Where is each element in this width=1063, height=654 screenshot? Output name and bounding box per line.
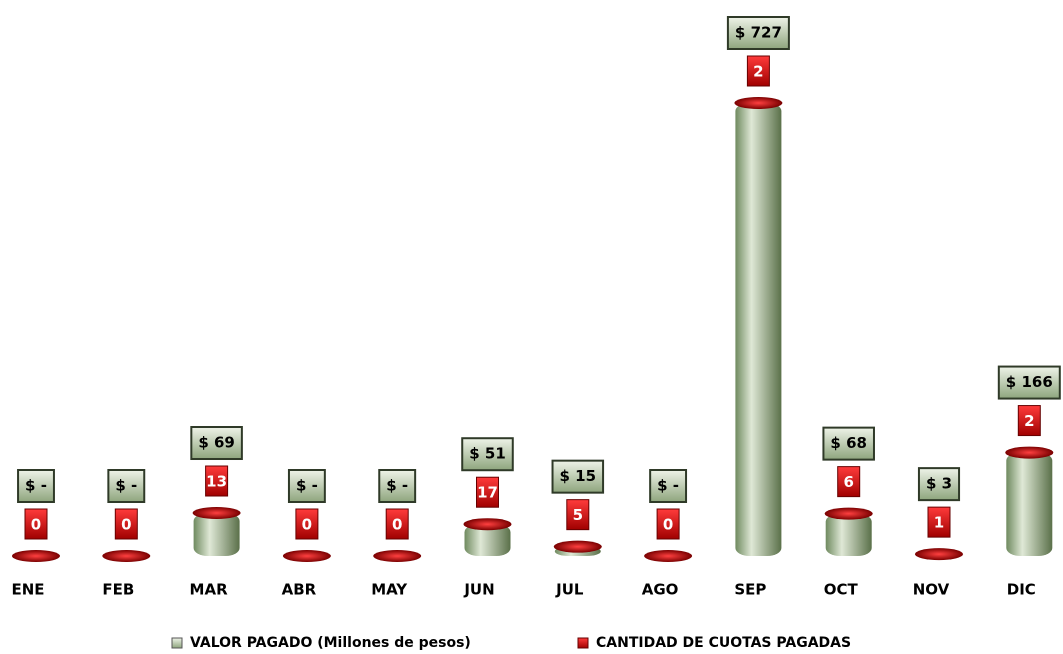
x-tick-label: MAY: [371, 581, 408, 599]
count-label: 2: [753, 63, 763, 81]
value-label: $ -: [115, 477, 137, 495]
count-label: 0: [392, 516, 402, 534]
value-label-box: [461, 437, 514, 472]
count-label: 0: [31, 516, 41, 534]
count-disc: [1005, 446, 1054, 459]
count-label-box: [927, 506, 951, 538]
count-label-box: [476, 476, 499, 508]
value-label: $ 166: [1006, 373, 1053, 391]
legend-swatch: [171, 637, 183, 649]
value-label: $ -: [296, 477, 318, 495]
value-label-box: [917, 467, 961, 502]
value-label: $ 68: [830, 434, 867, 452]
count-disc: [915, 548, 963, 561]
count-disc: [734, 97, 783, 109]
x-tick-label: ENE: [11, 581, 44, 599]
value-label-box: [287, 469, 326, 503]
count-disc: [192, 507, 241, 520]
x-tick-label: MAR: [190, 581, 229, 599]
value-label: $ -: [386, 477, 408, 495]
x-tick-label: SEP: [734, 581, 766, 599]
count-label-box: [837, 466, 861, 498]
value-label: $ 69: [198, 434, 235, 452]
count-label: 2: [1024, 412, 1034, 430]
count-label-box: [566, 499, 590, 531]
count-label: 6: [843, 473, 853, 491]
legend-label: VALOR PAGADO (Millones de pesos): [190, 635, 471, 651]
x-tick-label: OCT: [824, 581, 859, 599]
value-label-box: [378, 469, 417, 503]
count-label-box: [385, 508, 409, 540]
x-tick-label: DIC: [1007, 581, 1036, 599]
count-label: 1: [934, 514, 944, 532]
count-disc: [12, 550, 60, 562]
bar: [825, 513, 872, 556]
count-disc: [102, 550, 151, 562]
value-label: $ 51: [469, 445, 506, 463]
x-tick-label: JUN: [463, 581, 494, 599]
count-disc: [282, 550, 331, 562]
count-disc: [463, 518, 512, 531]
value-label-box: [17, 469, 55, 503]
value-label-box: [107, 469, 146, 503]
bar: [464, 524, 511, 556]
count-label-box: [205, 465, 229, 497]
value-label: $ -: [657, 477, 679, 495]
value-label: $ 3: [926, 475, 952, 493]
x-tick-label: AGO: [642, 581, 679, 599]
value-label-box: [822, 426, 875, 461]
bar: [193, 513, 240, 556]
value-label-box: [551, 459, 605, 494]
value-label-box: [649, 469, 688, 503]
bar: [735, 103, 782, 556]
count-label-box: [656, 508, 680, 540]
count-label: 17: [477, 484, 498, 502]
count-label: 0: [121, 516, 131, 534]
legend-label: CANTIDAD DE CUOTAS PAGADAS: [596, 635, 851, 651]
count-label: 5: [573, 506, 583, 524]
legend-swatch: [577, 637, 589, 649]
count-label-box: [114, 508, 138, 540]
value-label-box: [997, 365, 1061, 400]
x-tick-label: ABR: [282, 581, 317, 599]
count-label-box: [24, 508, 48, 540]
count-label-box: [1017, 405, 1041, 437]
count-disc: [373, 550, 422, 562]
value-label: $ -: [25, 477, 47, 495]
count-label-box: [746, 55, 770, 87]
count-label: 13: [206, 473, 227, 491]
value-label-box: [190, 426, 243, 461]
x-tick-label: NOV: [913, 581, 950, 599]
value-label: $ 15: [560, 467, 597, 485]
count-disc: [824, 507, 873, 520]
count-label-box: [295, 508, 319, 540]
value-label-box: [726, 16, 790, 50]
count-label: 0: [302, 516, 312, 534]
count-disc: [553, 540, 602, 553]
x-tick-label: FEB: [102, 581, 134, 599]
count-disc: [644, 550, 693, 562]
count-label: 0: [663, 516, 673, 534]
bar: [1006, 452, 1053, 556]
value-label: $ 727: [735, 24, 782, 42]
x-tick-label: JUL: [555, 581, 584, 599]
